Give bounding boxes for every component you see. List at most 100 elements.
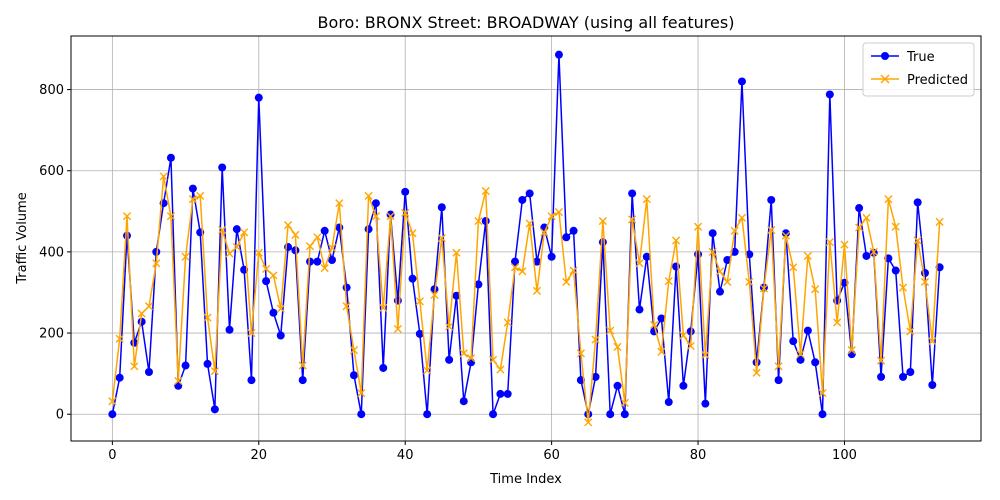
data-point-predicted	[188, 195, 197, 204]
data-point-predicted	[401, 208, 410, 218]
data-point-predicted	[781, 231, 790, 240]
data-point-true	[291, 246, 300, 255]
data-point-true	[679, 381, 688, 390]
data-point-true	[276, 331, 285, 340]
data-point-true	[606, 410, 615, 419]
data-point-true	[811, 358, 820, 367]
data-point-predicted	[335, 199, 344, 208]
data-point-predicted	[730, 226, 739, 235]
data-point-true	[262, 277, 271, 286]
data-point-true	[723, 256, 732, 265]
data-point-predicted	[181, 252, 190, 261]
data-point-true	[642, 252, 651, 261]
y-tick-label: 0	[56, 408, 64, 423]
data-point-predicted	[693, 222, 703, 231]
data-point-predicted	[349, 346, 359, 355]
data-point-predicted	[920, 277, 930, 287]
data-point-predicted	[745, 277, 754, 287]
data-point-predicted	[606, 326, 615, 335]
data-point-predicted	[386, 212, 395, 221]
data-point-predicted	[276, 304, 285, 313]
data-point-predicted	[203, 313, 212, 322]
data-point-predicted	[803, 251, 812, 261]
plot-frame	[70, 35, 982, 442]
data-point-predicted	[671, 236, 681, 245]
data-point-true	[474, 280, 483, 289]
data-point-true	[386, 210, 395, 219]
data-point-predicted	[298, 361, 307, 370]
data-point-predicted	[862, 213, 871, 222]
data-point-true	[591, 372, 600, 381]
data-point-predicted	[269, 271, 278, 280]
data-point-predicted	[445, 322, 454, 331]
data-point-predicted	[525, 219, 534, 228]
data-point-true	[767, 195, 776, 204]
data-point-true	[218, 163, 227, 172]
data-point-predicted	[122, 212, 132, 221]
data-point-true	[467, 358, 476, 367]
data-point-true	[144, 368, 153, 377]
data-point-true	[203, 359, 212, 368]
data-point-predicted	[437, 233, 446, 243]
y-tick-label: 800	[39, 83, 64, 98]
data-point-predicted	[928, 337, 937, 346]
data-point-predicted	[569, 266, 578, 275]
data-point-predicted	[818, 389, 827, 398]
data-point-true	[181, 361, 190, 370]
series-line-predicted	[111, 175, 941, 424]
data-point-true	[657, 314, 666, 323]
data-point-predicted	[283, 221, 293, 230]
data-point-true	[393, 296, 402, 305]
data-point-predicted	[591, 335, 600, 344]
data-point-true	[774, 376, 783, 385]
data-point-predicted	[759, 284, 769, 293]
data-point-predicted	[708, 247, 717, 256]
series-layer	[108, 50, 944, 427]
data-point-true	[371, 199, 380, 208]
data-point-true	[152, 247, 161, 256]
data-point-predicted	[635, 259, 644, 268]
data-point-predicted	[554, 208, 564, 217]
data-point-predicted	[833, 318, 842, 327]
y-axis-label: Traffic Volume	[15, 192, 30, 285]
data-point-predicted	[576, 349, 586, 358]
data-point-predicted	[144, 302, 154, 311]
data-point-true	[598, 238, 607, 247]
legend-marker-true	[881, 52, 889, 60]
data-point-true	[415, 329, 424, 338]
data-point-true	[716, 287, 725, 296]
data-point-true	[459, 397, 468, 406]
data-point-true	[620, 410, 629, 419]
x-tick-label: 0	[108, 448, 116, 463]
data-point-true	[232, 225, 241, 234]
data-point-predicted	[210, 367, 219, 376]
data-point-true	[554, 50, 563, 59]
data-point-true	[701, 399, 710, 408]
data-point-true	[357, 410, 366, 419]
data-point-true	[269, 308, 278, 317]
data-point-true	[547, 252, 556, 261]
data-point-true	[708, 229, 717, 238]
data-point-true	[349, 371, 358, 380]
data-point-predicted	[342, 302, 351, 311]
data-point-predicted	[115, 334, 124, 343]
data-point-predicted	[481, 186, 490, 196]
data-point-true	[855, 204, 864, 213]
data-point-true	[379, 363, 388, 372]
data-point-true	[364, 225, 373, 234]
data-point-true	[130, 338, 139, 347]
data-point-predicted	[503, 318, 512, 327]
data-point-predicted	[855, 223, 864, 232]
data-point-predicted	[620, 398, 629, 407]
data-point-true	[401, 187, 410, 196]
data-point-predicted	[642, 195, 651, 204]
data-point-true	[796, 355, 805, 364]
data-point-true	[481, 217, 490, 226]
data-point-predicted	[715, 267, 725, 276]
data-point-true	[452, 291, 461, 300]
data-point-true	[298, 376, 307, 385]
data-point-predicted	[628, 215, 637, 224]
data-point-predicted	[137, 309, 146, 318]
